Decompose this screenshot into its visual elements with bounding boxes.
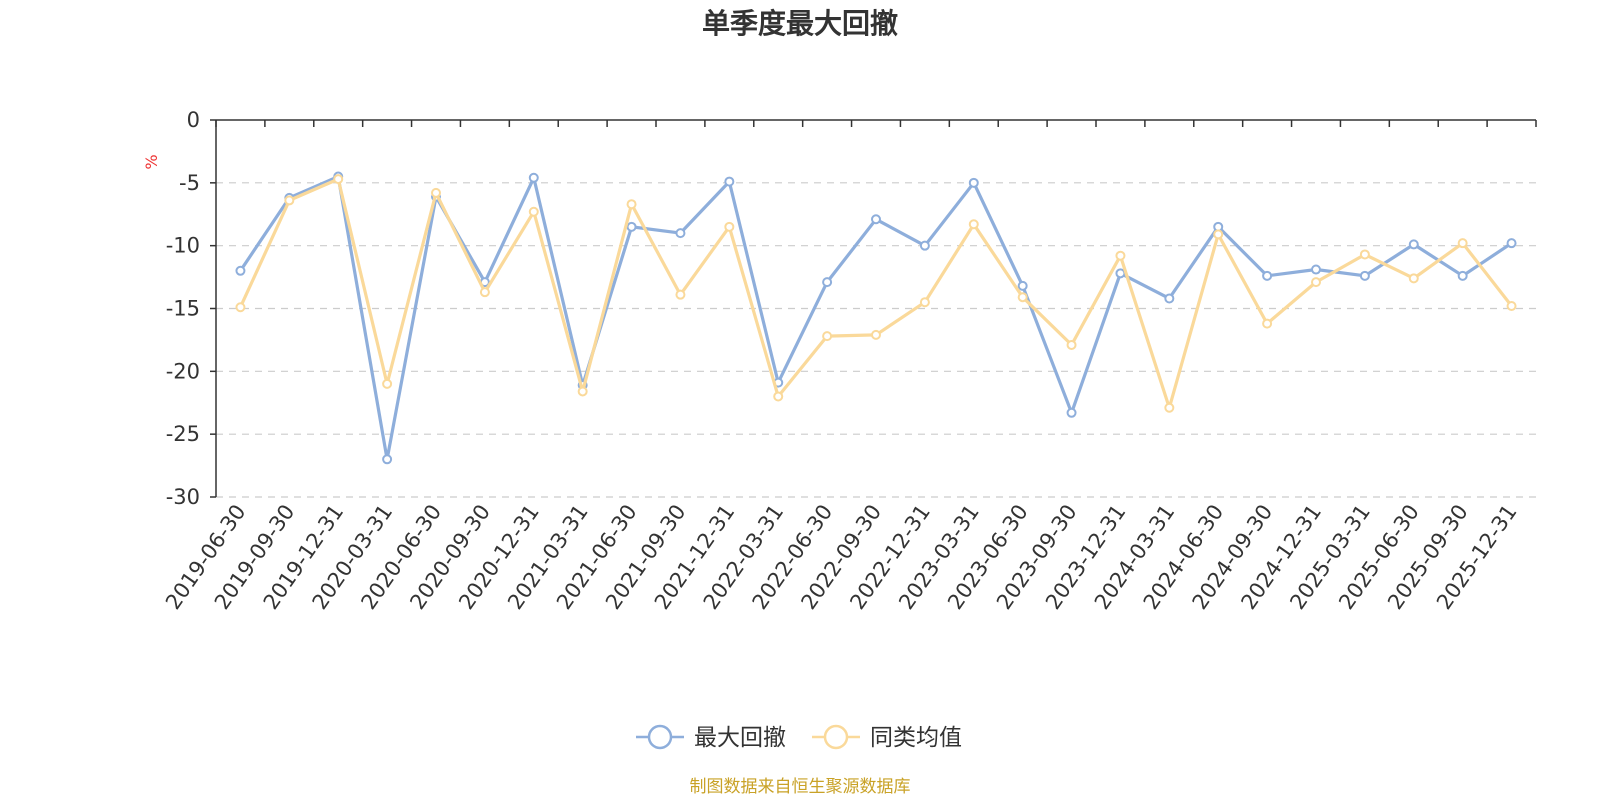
- data-point: [626, 199, 637, 210]
- data-point: [479, 287, 490, 298]
- y-axis-label: %: [142, 154, 161, 169]
- legend-label: 同类均值: [870, 725, 962, 751]
- data-point: [773, 391, 784, 402]
- legend-circle-icon: [823, 724, 849, 750]
- data-point: [1359, 270, 1370, 281]
- legend-circle-icon: [647, 724, 673, 750]
- y-tick-label: -30: [166, 485, 200, 509]
- data-point: [333, 174, 344, 185]
- data-point: [284, 195, 295, 206]
- data-point: [968, 177, 979, 188]
- data-point: [1311, 264, 1321, 275]
- data-point: [1457, 270, 1468, 281]
- data-point: [431, 187, 441, 198]
- data-point: [871, 214, 881, 225]
- data-point: [626, 221, 637, 232]
- data-point: [1066, 407, 1077, 418]
- y-tick-label: -10: [166, 234, 200, 258]
- data-point: [1164, 402, 1175, 413]
- legend[interactable]: 最大回撤 同类均值: [636, 724, 962, 751]
- data-point: [1066, 339, 1077, 350]
- series-2: [235, 174, 1517, 413]
- series-1: [235, 171, 1517, 465]
- data-point: [675, 289, 686, 300]
- data-point: [675, 228, 686, 239]
- series-line: [238, 177, 1514, 410]
- data-point: [577, 386, 588, 397]
- legend-item-1[interactable]: 最大回撤: [636, 724, 786, 751]
- legend-item-2[interactable]: 同类均值: [812, 724, 962, 751]
- y-tick-label: -15: [166, 297, 200, 321]
- data-point: [1311, 277, 1321, 288]
- axes: [210, 119, 1537, 498]
- y-tick-label: -5: [179, 171, 200, 195]
- data-point: [1164, 293, 1175, 304]
- data-point: [1506, 238, 1517, 249]
- y-tick-label: -25: [166, 422, 200, 446]
- data-source-note: 制图数据来自恒生聚源数据库: [690, 777, 911, 797]
- data-point: [1115, 250, 1126, 261]
- data-point: [871, 329, 881, 340]
- data-point: [822, 331, 833, 342]
- grid-lines: [216, 182, 1536, 498]
- data-point: [528, 172, 539, 183]
- data-point: [235, 265, 246, 276]
- chart-title: 单季度最大回撤: [702, 7, 898, 40]
- data-point: [382, 378, 393, 389]
- y-tick-label: -20: [166, 359, 200, 383]
- legend-label: 最大回撤: [694, 725, 786, 751]
- series-lines: [235, 171, 1517, 465]
- data-point: [919, 240, 930, 251]
- data-point: [1457, 238, 1468, 249]
- y-tick-label: 0: [187, 108, 200, 132]
- data-point: [235, 302, 246, 313]
- data-point: [382, 454, 393, 465]
- data-point: [1408, 273, 1419, 284]
- data-point: [1115, 268, 1126, 279]
- data-point: [822, 277, 833, 288]
- data-point: [1017, 280, 1028, 291]
- x-tick-labels: 2019-06-302019-09-302019-12-312020-03-31…: [161, 500, 1522, 614]
- data-point: [724, 221, 735, 232]
- data-point: [1017, 292, 1028, 303]
- data-point: [968, 219, 979, 230]
- y-tick-labels: 0 -5 -10 -15 -20 -25 -30: [166, 108, 200, 509]
- data-point: [1213, 229, 1224, 240]
- data-point: [528, 206, 539, 217]
- data-point: [1359, 249, 1370, 260]
- data-point: [1262, 270, 1273, 281]
- data-point: [724, 176, 735, 187]
- data-point: [1506, 300, 1517, 311]
- data-point: [1262, 318, 1273, 329]
- data-point: [919, 297, 930, 308]
- data-point: [1408, 239, 1419, 250]
